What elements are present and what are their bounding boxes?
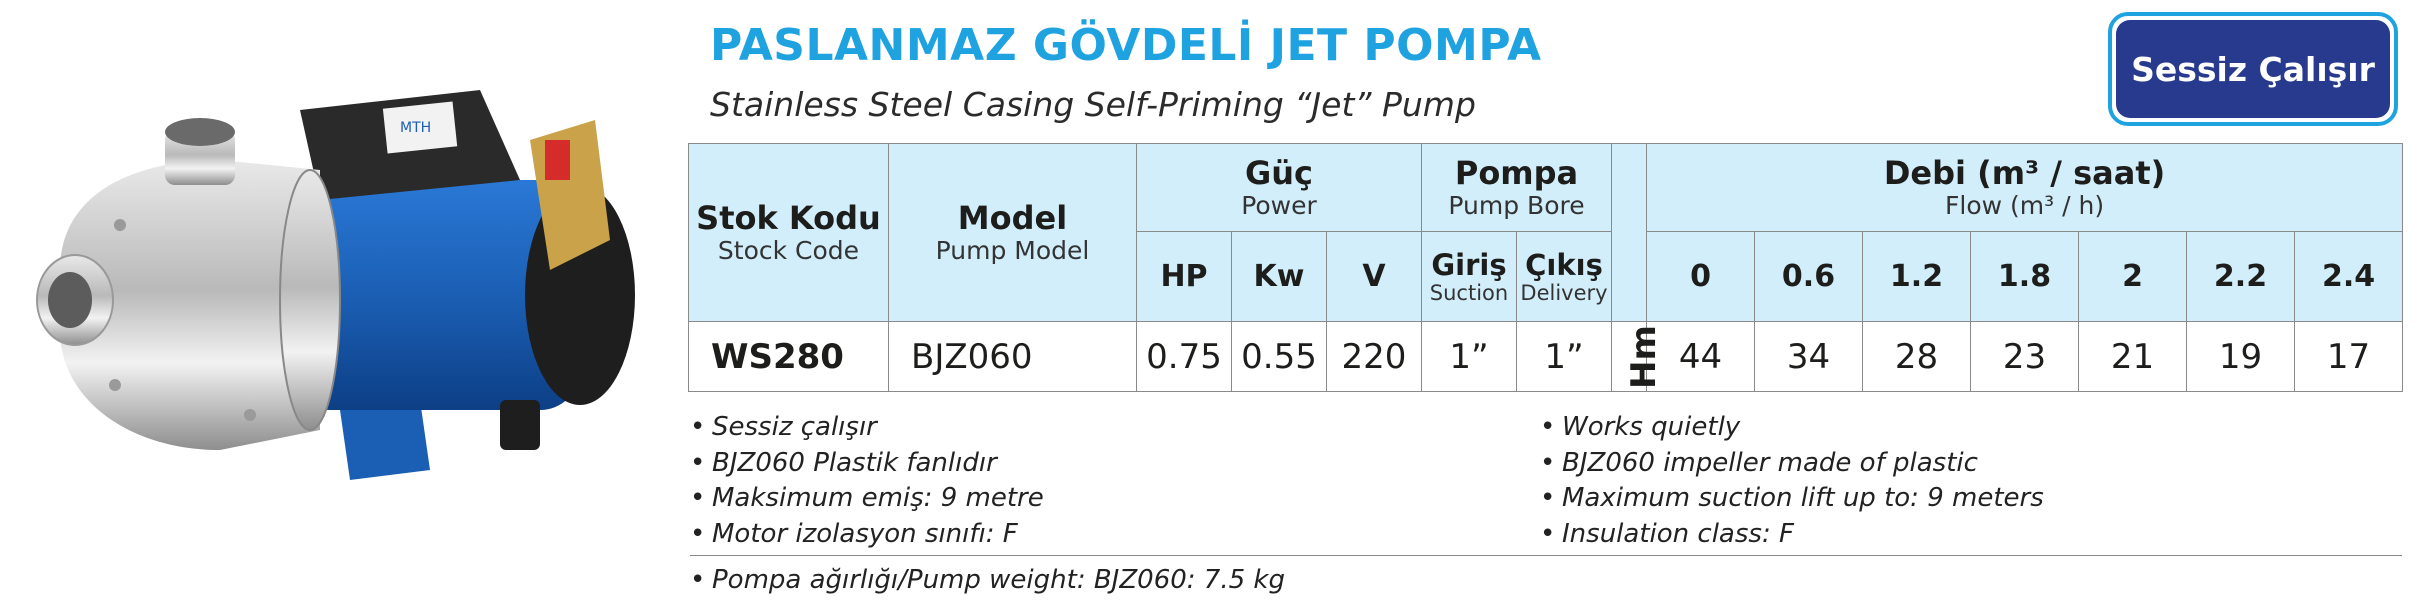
- quiet-operation-badge: Sessiz Çalışır: [2108, 12, 2398, 126]
- weight-note: Pompa ağırlığı/Pump weight: BJZ060: 7.5 …: [690, 563, 1285, 599]
- header-pump-bore: Pompa Pump Bore: [1421, 143, 1612, 232]
- inlet-cell: 1”: [1421, 321, 1517, 392]
- flow-value: 0: [1646, 231, 1755, 322]
- list-item: Maximum suction lift up to: 9 meters: [1540, 481, 2044, 517]
- head-cell: 19: [2186, 321, 2295, 392]
- header-outlet: Çıkış Delivery: [1516, 231, 1612, 322]
- hp-cell: 0.75: [1136, 321, 1232, 392]
- stock-code-cell: WS280: [688, 321, 889, 392]
- list-item: Sessiz çalışır: [690, 410, 1044, 446]
- header-volt: V: [1326, 231, 1422, 322]
- header-kw: Kw: [1231, 231, 1327, 322]
- head-cell: 21: [2078, 321, 2187, 392]
- badge-label: Sessiz Çalışır: [2116, 20, 2390, 118]
- pump-product-image: MTH: [36, 90, 635, 480]
- header-hp: HP: [1136, 231, 1232, 322]
- list-item: Insulation class: F: [1540, 517, 2044, 553]
- head-cell: 28: [1862, 321, 1971, 392]
- table-row: WS280 BJZ060 0.75 0.55 220 1” 1” Hm 44 3…: [688, 321, 2404, 392]
- features-list-tr: Sessiz çalışır BJZ060 Plastik fanlıdır M…: [690, 410, 1044, 552]
- list-item: Pompa ağırlığı/Pump weight: BJZ060: 7.5 …: [690, 563, 1285, 599]
- hm-label: Hm: [1611, 321, 1664, 392]
- model-cell: BJZ060: [888, 321, 1137, 392]
- kw-cell: 0.55: [1231, 321, 1327, 392]
- flow-value: 1.8: [1970, 231, 2079, 322]
- head-cell: 44: [1646, 321, 1755, 392]
- header-power: Güç Power: [1136, 143, 1422, 232]
- list-item: BJZ060 Plastik fanlıdır: [690, 446, 1044, 482]
- list-item: Works quietly: [1540, 410, 2044, 446]
- flow-value: 2.4: [2293, 231, 2404, 322]
- spec-table: Stok Kodu Stock Code Model Pump Model Gü…: [688, 143, 2404, 392]
- head-cell: 34: [1754, 321, 1863, 392]
- flow-value: 0.6: [1754, 231, 1863, 322]
- flow-value: 1.2: [1862, 231, 1971, 322]
- header-spacer: [1611, 143, 1647, 322]
- header-inlet: Giriş Suction: [1421, 231, 1517, 322]
- page-title: PASLANMAZ GÖVDELİ JET POMPA: [710, 20, 1542, 71]
- page-subtitle: Stainless Steel Casing Self-Priming “Jet…: [710, 85, 1476, 124]
- outlet-cell: 1”: [1516, 321, 1612, 392]
- head-cell: 23: [1970, 321, 2079, 392]
- divider: [690, 555, 2402, 556]
- flow-value: 2: [2078, 231, 2187, 322]
- list-item: Maksimum emiş: 9 metre: [690, 481, 1044, 517]
- volt-cell: 220: [1326, 321, 1422, 392]
- list-item: Motor izolasyon sınıfı: F: [690, 517, 1044, 553]
- list-item: BJZ060 impeller made of plastic: [1540, 446, 2044, 482]
- features-list-en: Works quietly BJZ060 impeller made of pl…: [1540, 410, 2044, 552]
- head-cell: 17: [2293, 321, 2404, 392]
- header-model: Model Pump Model: [888, 143, 1137, 322]
- header-flow: Debi (m³ / saat) Flow (m³ / h): [1645, 143, 2404, 232]
- flow-value: 2.2: [2186, 231, 2295, 322]
- brand-label: MTH: [400, 120, 431, 136]
- header-stock-code: Stok Kodu Stock Code: [688, 143, 889, 322]
